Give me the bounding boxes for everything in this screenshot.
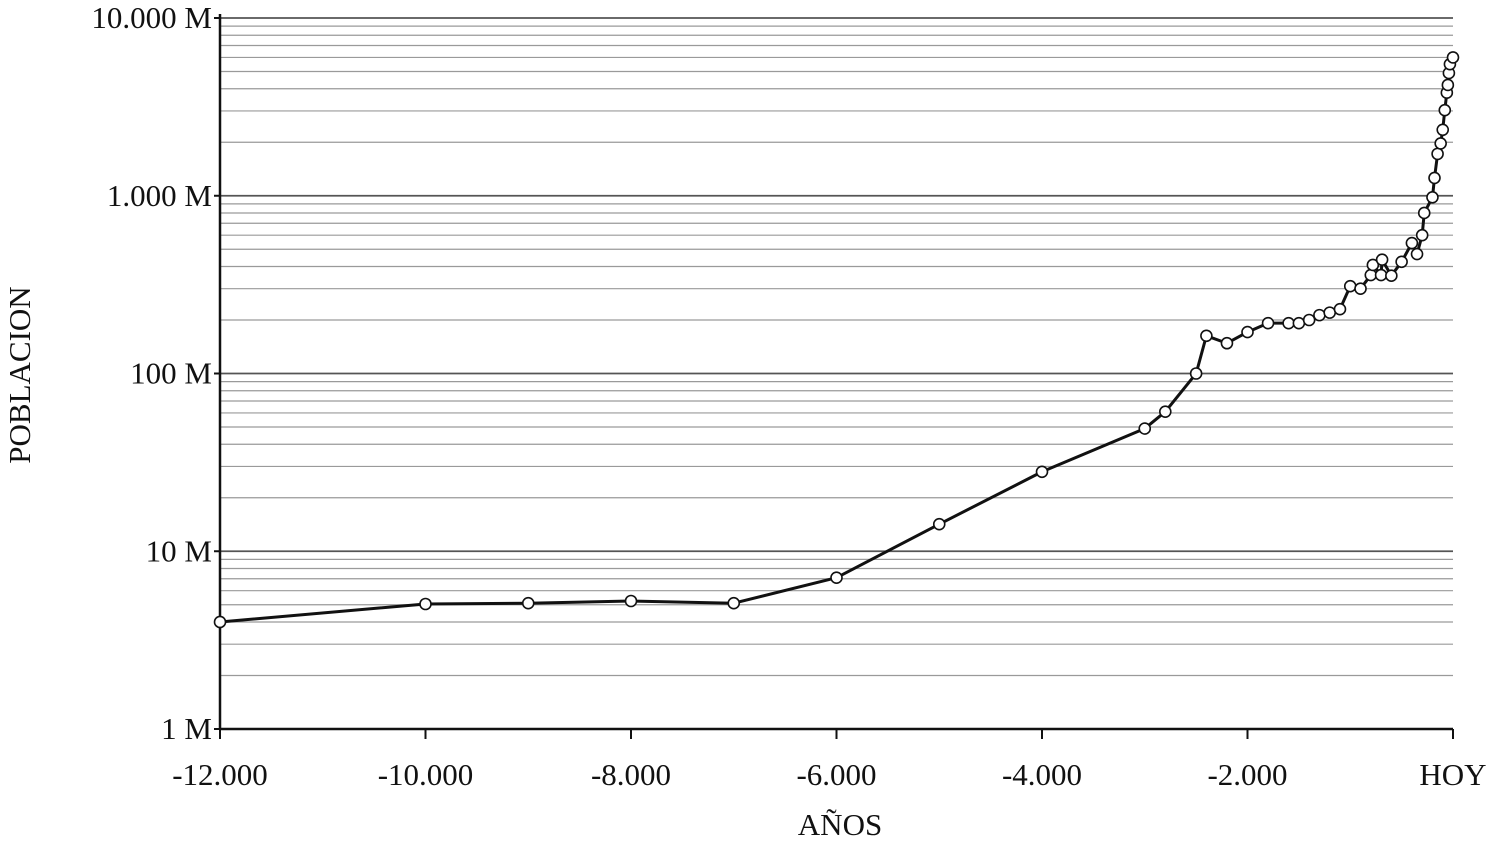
data-point	[932, 517, 946, 531]
data-point	[624, 594, 638, 608]
data-point	[1323, 306, 1336, 319]
data-point	[521, 596, 535, 610]
data-point	[1434, 137, 1447, 150]
data-point	[419, 597, 432, 611]
data-point	[1431, 147, 1444, 161]
data-point	[1313, 308, 1326, 322]
data-point	[1292, 316, 1306, 330]
data-point	[1354, 282, 1367, 295]
y-tick-label: 1.000 M	[107, 178, 212, 213]
y-tick-label: 10.000 M	[91, 0, 212, 35]
data-point	[1426, 191, 1439, 204]
data-point	[1375, 253, 1389, 266]
data-point	[1415, 228, 1429, 242]
data-point	[727, 596, 741, 610]
data-point	[1138, 422, 1152, 435]
data-point	[1159, 405, 1172, 418]
data-point	[1343, 279, 1357, 293]
data-point	[1200, 329, 1213, 343]
data-point	[1333, 302, 1347, 316]
data-point	[1436, 123, 1450, 137]
y-tick-label: 1 M	[161, 711, 212, 746]
data-point	[1364, 268, 1378, 282]
y-tick-label: 100 M	[130, 356, 212, 391]
x-tick-label: -10.000	[378, 757, 474, 792]
data-point	[1395, 255, 1408, 269]
data-point	[1282, 316, 1295, 330]
data-point	[1366, 258, 1380, 272]
data-point	[1441, 78, 1455, 92]
data-point	[213, 615, 227, 629]
data-point	[1405, 236, 1419, 250]
x-tick-label: -4.000	[1002, 757, 1082, 792]
data-point	[1189, 367, 1203, 380]
data-point	[1428, 171, 1441, 185]
data-point	[1374, 268, 1388, 282]
data-point	[1035, 465, 1049, 479]
x-tick-label: -8.000	[591, 757, 671, 792]
data-point	[1438, 103, 1452, 117]
x-tick-label: -2.000	[1207, 757, 1287, 792]
x-tick-label: -12.000	[172, 757, 268, 792]
x-tick-label: -6.000	[796, 757, 876, 792]
data-point	[1220, 336, 1234, 350]
data-point	[1385, 269, 1398, 282]
data-point	[1446, 51, 1460, 64]
x-axis-label: AÑOS	[798, 807, 882, 842]
data-point	[1410, 247, 1424, 261]
data-point	[830, 571, 843, 584]
y-tick-label: 10 M	[146, 533, 212, 568]
data-point	[1261, 316, 1275, 330]
data-point	[1302, 313, 1316, 327]
x-tick-label: HOY	[1419, 757, 1486, 792]
y-axis-label: POBLACION	[2, 286, 37, 463]
data-point	[1417, 206, 1431, 220]
data-point	[1241, 325, 1254, 339]
